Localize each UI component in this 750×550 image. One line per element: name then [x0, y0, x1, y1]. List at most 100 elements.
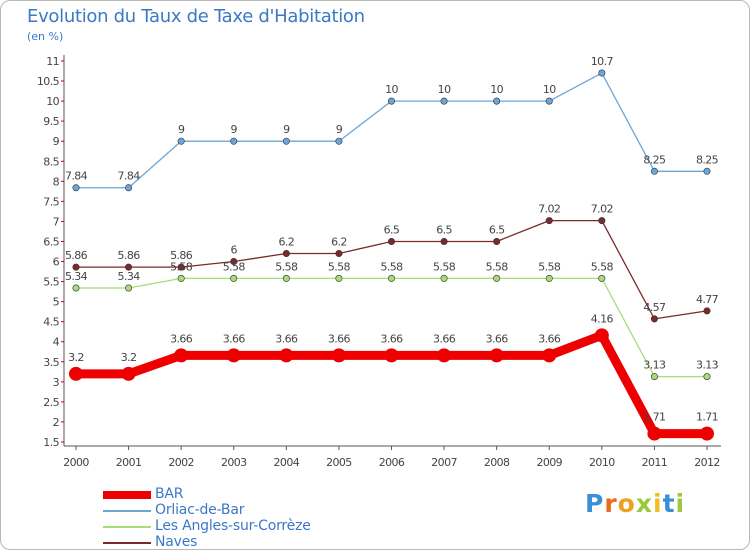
logo-letter: P [585, 489, 605, 518]
y-tick-label: 3 [53, 376, 60, 389]
data-point-bar [174, 348, 189, 363]
data-point-naves [387, 237, 395, 245]
data-label-bar: 3.66 [275, 332, 298, 345]
data-point-les-angles-sur-correze [650, 373, 658, 381]
data-point-bar [437, 348, 452, 363]
data-label-bar: 3.66 [170, 332, 193, 345]
legend-label-bar: BAR [155, 486, 184, 502]
data-point-orliac-de-bar [125, 184, 133, 192]
x-tick-label: 2003 [221, 456, 247, 469]
data-point-bar [542, 348, 557, 363]
data-label-naves: 6.2 [331, 236, 347, 249]
data-point-bar [384, 348, 399, 363]
logo-letter: r [604, 489, 618, 518]
data-label-les-angles-sur-correze: 5.34 [65, 270, 88, 283]
data-label-les-angles-sur-correze: 5.58 [538, 260, 561, 273]
x-tick-label: 2002 [168, 456, 194, 469]
data-point-les-angles-sur-correze [598, 274, 606, 282]
data-point-bar [647, 426, 662, 441]
data-label-orliac-de-bar: 7.84 [118, 170, 141, 183]
axes: 1.5 2 2.5 3 3.5 4 4.5 5 5.5 6 6.5 7 7.5 8 8.5 9 9.5 10 10.… [37, 55, 721, 469]
x-tick-label: 2012 [694, 456, 720, 469]
data-point-orliac-de-bar [703, 167, 711, 175]
data-point-bar [594, 328, 609, 343]
data-label-naves: 4.77 [696, 293, 719, 306]
y-tick-label: 6.5 [43, 235, 59, 248]
data-label-les-angles-sur-correze: 5.58 [486, 260, 509, 273]
data-point-orliac-de-bar [440, 97, 448, 105]
chart-subtitle: (en %) [27, 30, 64, 43]
data-point-naves [545, 217, 553, 225]
data-point-bar [69, 366, 83, 381]
data-label-naves: 6.5 [384, 223, 400, 236]
y-tick-label: 11 [46, 55, 59, 68]
data-point-naves [177, 263, 185, 271]
y-tick-label: 5 [53, 296, 60, 309]
x-tick-label: 2004 [274, 456, 300, 469]
data-label-naves: 6.5 [489, 223, 505, 236]
data-point-naves [493, 237, 501, 245]
data-label-naves: 6 [231, 244, 238, 257]
data-label-naves: 6.5 [436, 223, 452, 236]
data-point-les-angles-sur-correze [282, 274, 290, 282]
data-point-naves [650, 315, 658, 323]
y-tick-label: 8 [53, 175, 60, 188]
data-point-orliac-de-bar [387, 97, 395, 105]
data-point-les-angles-sur-correze [335, 274, 343, 282]
y-tick-label: 10.5 [37, 75, 60, 88]
x-tick-label: 2008 [484, 456, 510, 469]
data-point-les-angles-sur-correze [230, 274, 238, 282]
y-tick-label: 8.5 [43, 155, 59, 168]
y-tick-label: 6 [53, 256, 60, 269]
data-label-les-angles-sur-correze: 5.58 [223, 260, 246, 273]
y-tick-label: 5.5 [43, 276, 59, 289]
data-point-bar [121, 366, 136, 381]
y-tick-label: 7 [53, 215, 60, 228]
data-point-naves [72, 263, 80, 271]
data-point-les-angles-sur-correze [387, 274, 395, 282]
logo-letter: x [635, 489, 653, 518]
chart-title: Evolution du Taux de Taxe d'Habitation [27, 6, 365, 27]
data-label-bar: 3.66 [223, 332, 246, 345]
data-label-orliac-de-bar: 7.84 [65, 170, 88, 183]
data-point-les-angles-sur-correze [703, 373, 711, 381]
data-label-naves: 6.2 [278, 236, 294, 249]
proxiti-logo: Proxiti [585, 489, 685, 518]
data-label-les-angles-sur-correze: 5.58 [591, 260, 614, 273]
data-label-orliac-de-bar: 8.25 [696, 153, 719, 166]
data-label-les-angles-sur-correze: 5.58 [433, 260, 456, 273]
data-point-naves [282, 250, 290, 258]
y-tick-label: 9 [53, 135, 60, 148]
legend-label-orliac-de-bar: Orliac-de-Bar [155, 502, 245, 518]
logo-letter: t [662, 489, 676, 518]
data-point-orliac-de-bar [335, 137, 343, 145]
x-tick-label: 2011 [642, 456, 668, 469]
data-point-naves [125, 263, 133, 271]
data-label-orliac-de-bar: 10 [543, 83, 556, 96]
x-tick-label: 2006 [379, 456, 405, 469]
x-tick-label: 2007 [431, 456, 457, 469]
data-point-naves [703, 307, 711, 315]
data-label-naves: 5.86 [170, 249, 193, 262]
data-label-bar: 4.16 [591, 312, 614, 325]
data-point-orliac-de-bar [650, 167, 658, 175]
legend-swatch-naves [103, 542, 151, 544]
data-label-orliac-de-bar: 9 [336, 123, 343, 136]
x-tick-label: 2010 [589, 456, 615, 469]
y-tick-label: 4.5 [43, 316, 59, 329]
data-label-orliac-de-bar: 10 [385, 83, 398, 96]
data-label-bar: 1.71 [643, 411, 665, 424]
series-layer [69, 69, 714, 441]
data-label-bar: 3.66 [328, 332, 351, 345]
data-label-bar: 1.71 [696, 411, 718, 424]
y-tick-label: 7.5 [43, 195, 59, 208]
data-label-les-angles-sur-correze: 3.13 [643, 359, 666, 372]
data-label-les-angles-sur-correze: 5.58 [328, 260, 351, 273]
y-tick-label: 1.5 [43, 436, 59, 449]
x-tick-label: 2005 [326, 456, 352, 469]
data-label-les-angles-sur-correze: 5.58 [275, 260, 298, 273]
logo-letter: i [653, 489, 663, 518]
data-label-orliac-de-bar: 8.25 [643, 153, 666, 166]
